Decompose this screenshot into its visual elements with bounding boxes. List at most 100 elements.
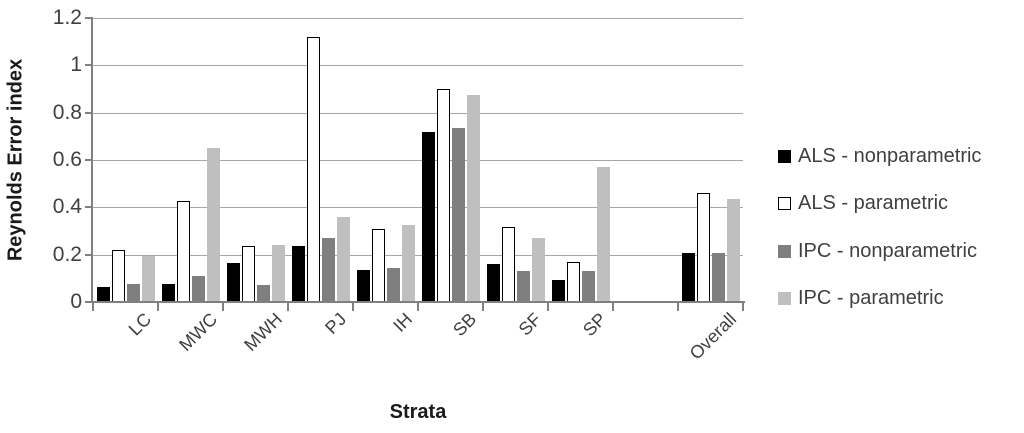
bar — [371, 228, 385, 302]
legend-marker-icon — [778, 292, 791, 305]
bar — [486, 264, 500, 302]
bar — [531, 238, 545, 302]
bar-group — [288, 18, 353, 302]
bar — [696, 193, 710, 302]
bar — [596, 167, 610, 302]
x-category-label: MWC — [174, 309, 221, 355]
bar — [161, 284, 175, 302]
bar — [726, 199, 740, 302]
bar-group — [158, 18, 223, 302]
y-axis-tick — [85, 64, 92, 67]
x-axis-tick — [742, 303, 744, 311]
x-category-label: SB — [449, 309, 481, 341]
plot-area — [93, 18, 743, 302]
x-axis-tick — [417, 303, 419, 311]
bar — [241, 246, 255, 302]
x-axis-tick — [222, 303, 224, 311]
x-axis-tick — [482, 303, 484, 311]
bar-group — [93, 18, 158, 302]
x-axis-tick — [287, 303, 289, 311]
legend-entry: IPC - nonparametric — [778, 239, 977, 262]
bar — [141, 255, 155, 302]
legend-label: ALS - parametric — [798, 192, 949, 214]
x-category-label: PJ — [321, 309, 351, 339]
bar — [501, 227, 515, 302]
y-axis-tick — [85, 17, 92, 19]
bar — [401, 225, 415, 302]
legend-entry: ALS - parametric — [778, 192, 949, 214]
x-category-label: IH — [388, 309, 416, 336]
bar — [581, 271, 595, 302]
x-category-label: SP — [579, 309, 611, 341]
x-axis-tick — [547, 303, 549, 311]
bar — [291, 246, 305, 302]
legend-marker-icon — [778, 197, 791, 210]
legend-entry: ALS - nonparametric — [778, 144, 982, 167]
legend-marker-icon — [778, 149, 791, 163]
bar — [336, 216, 350, 302]
y-tick-label: 0.8 — [52, 100, 82, 124]
bar — [111, 249, 125, 302]
y-axis-tick — [85, 159, 92, 161]
bar — [271, 245, 285, 302]
bar-group — [353, 18, 418, 302]
x-axis-line — [91, 301, 745, 303]
legend-entry: IPC - parametric — [778, 287, 944, 309]
y-axis-tick — [85, 253, 92, 256]
bar — [176, 201, 190, 302]
y-tick-label: 1 — [70, 53, 82, 77]
x-category-label: MWH — [239, 309, 286, 355]
y-axis-tick — [85, 111, 92, 114]
x-axis-tick — [352, 303, 354, 311]
bar-group — [418, 18, 483, 302]
bar — [566, 261, 580, 302]
bar — [551, 279, 565, 302]
bar — [356, 270, 370, 302]
bar-group — [613, 18, 678, 302]
x-category-label: SF — [515, 309, 546, 340]
bar — [681, 253, 695, 302]
y-tick-label: 0 — [70, 290, 82, 313]
bar — [711, 253, 725, 302]
bar — [206, 148, 220, 302]
bar — [306, 36, 320, 302]
gridline — [93, 18, 743, 19]
legend-marker-icon — [778, 244, 791, 258]
y-tick-label: 0.6 — [52, 148, 82, 171]
y-tick-label: 1.2 — [52, 6, 82, 29]
bar-groups — [93, 18, 743, 302]
bar — [466, 94, 480, 302]
bar — [436, 89, 450, 302]
y-axis-tick — [85, 301, 92, 303]
x-axis-tick — [92, 303, 94, 311]
legend: ALS - nonparametric ALS - parametric IPC -… — [778, 0, 1024, 433]
legend-label: ALS - nonparametric — [798, 144, 982, 167]
bar — [321, 238, 335, 302]
bar — [126, 284, 140, 302]
bar — [516, 271, 530, 302]
bar-group — [483, 18, 548, 302]
bar-group — [223, 18, 288, 302]
legend-label: IPC - nonparametric — [798, 239, 977, 262]
y-axis-line — [91, 17, 93, 303]
bar — [451, 128, 465, 302]
bar — [226, 262, 240, 302]
x-axis-tick — [677, 303, 679, 311]
gridline — [93, 254, 743, 256]
y-axis-tick — [85, 206, 92, 209]
bar — [191, 275, 205, 302]
gridline — [93, 65, 743, 67]
x-category-label: Overall — [686, 309, 741, 364]
bar — [421, 131, 435, 302]
y-tick-label: 0.2 — [52, 242, 82, 266]
bar — [96, 286, 110, 302]
x-axis-tick — [612, 303, 614, 311]
gridline — [93, 160, 743, 161]
legend-label: IPC - parametric — [798, 287, 944, 309]
x-category-label: LC — [125, 309, 156, 340]
bar — [256, 285, 270, 302]
bar — [386, 267, 400, 302]
gridline — [93, 207, 743, 209]
gridline — [93, 112, 743, 114]
